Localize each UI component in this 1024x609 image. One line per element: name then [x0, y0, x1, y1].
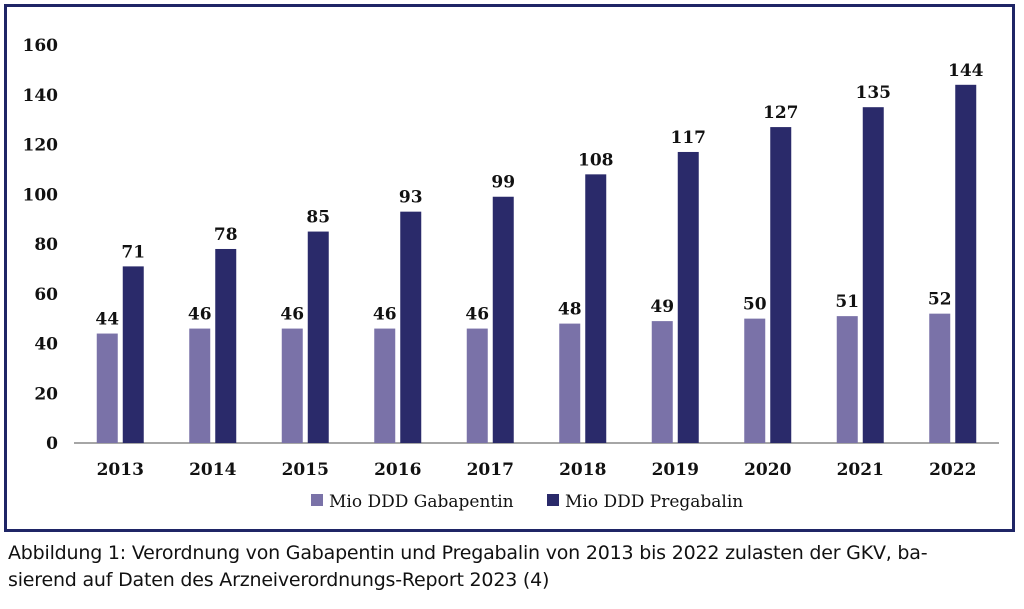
- data-label: 48: [558, 300, 582, 320]
- data-label: 50: [743, 295, 767, 315]
- data-label: 85: [306, 208, 330, 228]
- x-tick-label: 2018: [559, 460, 606, 480]
- data-label: 52: [928, 290, 952, 310]
- data-label: 46: [373, 305, 397, 325]
- y-axis-ticks: 0 20 40 60 80 100 120 140 160: [23, 36, 59, 454]
- bar-gabapentin: [96, 333, 118, 443]
- bar-gabapentin: [559, 323, 581, 443]
- x-tick-label: 2020: [744, 460, 791, 480]
- data-label: 44: [95, 310, 119, 330]
- x-tick-label: 2022: [929, 460, 976, 480]
- bar-gabapentin: [281, 328, 303, 443]
- y-tick-label: 60: [34, 285, 58, 305]
- legend-label: Mio DDD Pregabalin: [565, 492, 743, 512]
- bar-gabapentin: [466, 328, 488, 443]
- data-label: 46: [280, 305, 304, 325]
- data-label: 51: [835, 292, 859, 312]
- bar-pregabalin: [955, 84, 977, 444]
- data-label: 108: [578, 150, 614, 170]
- x-tick-label: 2014: [189, 460, 236, 480]
- x-axis-ticks: 2013 2014 2015 2016 2017 2018 2019 2020 2021 2022: [97, 460, 977, 480]
- legend-swatch: [547, 494, 559, 506]
- x-tick-label: 2016: [374, 460, 421, 480]
- figure-frame: 0 20 40 60 80 100 120 140 160 44 71 46 78 46 85 46 93 46…: [4, 4, 1015, 532]
- data-label: 117: [671, 128, 707, 148]
- y-tick-label: 20: [34, 384, 58, 404]
- data-label: 46: [465, 305, 489, 325]
- bar-gabapentin: [929, 313, 951, 443]
- x-tick-label: 2021: [837, 460, 884, 480]
- data-label: 144: [948, 61, 984, 81]
- bar-pregabalin: [215, 248, 237, 443]
- bar-pregabalin: [307, 231, 329, 443]
- bar-chart: 0 20 40 60 80 100 120 140 160 44 71 46 78 46 85 46 93 46…: [23, 36, 999, 512]
- data-label: 78: [214, 225, 238, 245]
- x-tick-label: 2019: [652, 460, 699, 480]
- bars-group: 44 71 46 78 46 85 46 93 46 99 48 108 49 117 50 127 51 135…: [95, 61, 984, 444]
- legend: Mio DDD Gabapentin Mio DDD Pregabalin: [311, 492, 743, 512]
- y-tick-label: 40: [34, 335, 58, 355]
- bar-gabapentin: [836, 316, 858, 443]
- data-label: 71: [121, 242, 145, 262]
- bar-gabapentin: [651, 321, 673, 443]
- bar-gabapentin: [374, 328, 396, 443]
- data-label: 49: [650, 297, 674, 317]
- bar-pregabalin: [862, 107, 884, 443]
- bar-gabapentin: [744, 318, 766, 443]
- y-tick-label: 80: [34, 235, 58, 255]
- legend-label: Mio DDD Gabapentin: [329, 492, 514, 512]
- x-tick-label: 2015: [282, 460, 329, 480]
- y-tick-label: 120: [23, 136, 59, 156]
- caption-line-2: sierend auf Daten des Arzneiverordnungs-…: [8, 569, 550, 591]
- y-tick-label: 160: [23, 36, 59, 56]
- x-tick-label: 2017: [467, 460, 514, 480]
- bar-gabapentin: [189, 328, 211, 443]
- bar-pregabalin: [770, 127, 792, 444]
- data-label: 127: [763, 103, 799, 123]
- data-label: 46: [188, 305, 212, 325]
- bar-pregabalin: [585, 174, 607, 443]
- bar-pregabalin: [677, 151, 699, 443]
- figure-caption: Abbildung 1: Verordnung von Gabapentin u…: [8, 540, 1018, 594]
- legend-swatch: [311, 494, 323, 506]
- y-tick-label: 100: [23, 185, 59, 205]
- bar-pregabalin: [122, 266, 144, 443]
- y-tick-label: 0: [46, 434, 58, 454]
- data-label: 93: [399, 188, 423, 208]
- caption-line-1: Abbildung 1: Verordnung von Gabapentin u…: [8, 542, 928, 564]
- x-tick-label: 2013: [97, 460, 144, 480]
- bar-pregabalin: [400, 211, 422, 443]
- data-label: 99: [491, 173, 515, 193]
- y-tick-label: 140: [23, 86, 59, 106]
- data-label: 135: [856, 83, 892, 103]
- bar-pregabalin: [492, 196, 514, 443]
